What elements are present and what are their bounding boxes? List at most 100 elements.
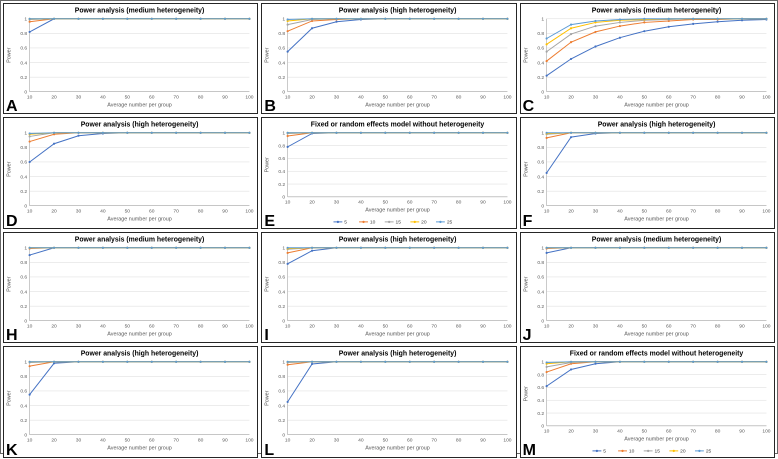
x-axis-label: Average number per group — [107, 217, 172, 223]
panel-M: 0 0.2 0.4 0.6 0.8 1 10 20 30 40 50 60 70 80 90 100 Fixed… — [519, 346, 775, 458]
series-25-marker — [248, 17, 251, 20]
x-tick-label: 60 — [149, 323, 155, 329]
series-10-marker — [569, 41, 572, 44]
x-tick-label: 90 — [481, 323, 487, 329]
legend-label: 5 — [603, 449, 606, 455]
legend-label: 25 — [447, 220, 453, 226]
x-tick-label: 100 — [762, 323, 770, 329]
x-tick-label: 80 — [198, 323, 204, 329]
y-tick-label: 0.8 — [537, 373, 544, 379]
y-tick-label: 0.6 — [537, 385, 544, 391]
y-tick-label: 1 — [283, 360, 286, 366]
x-tick-label: 70 — [173, 95, 179, 101]
chart-canvas-A: 0 0.2 0.4 0.6 0.8 1 10 20 30 40 50 60 70 80 90 100 Power… — [6, 7, 253, 109]
series-25-marker — [335, 132, 338, 135]
y-axis-label: Power — [523, 162, 529, 178]
panel-E: 0 0.2 0.4 0.6 0.8 1 10 20 30 40 50 60 70 80 90 100 Fixed… — [261, 117, 517, 230]
series-10-marker — [286, 30, 290, 33]
x-tick-label: 50 — [125, 438, 131, 444]
series-25-marker — [126, 246, 129, 249]
series-25-marker — [457, 360, 461, 364]
y-tick-label: 0.8 — [537, 31, 544, 37]
legend-label: 20 — [422, 220, 428, 226]
chart-canvas-K: 0 0.2 0.4 0.6 0.8 1 10 20 30 40 50 60 70 80 90 100 Power… — [6, 351, 253, 452]
series-25-marker — [740, 246, 743, 249]
x-tick-label: 50 — [125, 95, 131, 101]
series-25-marker — [740, 17, 743, 20]
y-tick-label: 0.2 — [20, 304, 27, 310]
series-25-marker — [482, 132, 485, 135]
series-25-marker — [360, 246, 363, 249]
y-tick-label: 0.4 — [20, 175, 27, 181]
y-tick-label: 1 — [24, 245, 27, 251]
series-10-marker — [545, 137, 548, 140]
panel-K: 0 0.2 0.4 0.6 0.8 1 10 20 30 40 50 60 70 80 90 100 Power… — [3, 346, 259, 458]
x-axis-label: Average number per group — [107, 103, 172, 109]
y-axis-label: Power — [265, 47, 271, 63]
chart-title: Fixed or random effects model without he… — [569, 351, 743, 358]
chart-title: Power analysis (high heterogeneity) — [597, 122, 715, 129]
y-tick-label: 0.2 — [279, 418, 286, 424]
series-25-marker — [642, 132, 646, 135]
panel-letter-E: E — [264, 212, 275, 230]
series-25-marker — [77, 132, 80, 135]
series-5-marker — [716, 20, 719, 23]
x-tick-label: 80 — [198, 95, 204, 101]
series-25-marker — [150, 246, 153, 249]
legend-item-10: 10 — [359, 220, 376, 226]
x-tick-label: 30 — [334, 323, 340, 329]
series-25-marker — [506, 246, 509, 249]
x-tick-label: 90 — [222, 95, 228, 101]
series-25-marker — [765, 132, 768, 135]
y-tick-label: 1 — [283, 17, 286, 23]
series-5-marker — [28, 253, 31, 256]
panel-letter-B: B — [264, 98, 276, 116]
series-10-line — [287, 18, 508, 32]
series-25-marker — [175, 17, 178, 20]
x-tick-label: 70 — [173, 209, 179, 215]
series-25-marker — [360, 132, 363, 135]
x-tick-label: 20 — [51, 323, 57, 329]
y-tick-label: 1 — [541, 131, 544, 137]
x-tick-label: 60 — [149, 438, 155, 444]
y-axis-label: Power — [265, 276, 271, 292]
series-25-marker — [667, 17, 670, 20]
y-tick-label: 0 — [24, 204, 27, 210]
x-tick-label: 40 — [358, 323, 364, 329]
y-tick-label: 0.8 — [279, 374, 286, 380]
series-25-marker — [408, 132, 412, 135]
series-25-marker — [594, 132, 597, 135]
y-tick-label: 0.2 — [20, 418, 27, 424]
x-tick-label: 90 — [481, 200, 487, 206]
series-25-marker — [408, 17, 412, 20]
x-tick-label: 20 — [51, 209, 57, 215]
panel-F: 0 0.2 0.4 0.6 0.8 1 10 20 30 40 50 60 70 80 90 100 Power… — [519, 117, 775, 229]
legend-label: 10 — [370, 220, 376, 226]
series-25-marker — [569, 23, 572, 26]
legend-item-20: 20 — [669, 449, 686, 455]
x-tick-label: 10 — [27, 209, 33, 215]
series-25-marker — [569, 132, 572, 135]
series-25-marker — [482, 360, 485, 364]
series-25-marker — [545, 246, 548, 249]
x-tick-label: 40 — [617, 429, 623, 435]
x-tick-label: 20 — [310, 200, 316, 206]
x-tick-label: 20 — [51, 438, 57, 444]
x-tick-label: 30 — [76, 95, 82, 101]
x-tick-label: 60 — [666, 95, 672, 101]
x-tick-label: 30 — [334, 438, 340, 444]
x-tick-label: 30 — [592, 209, 598, 215]
series-25-marker — [765, 17, 768, 20]
y-tick-label: 0.8 — [537, 260, 544, 266]
series-25-marker — [52, 360, 56, 364]
y-tick-label: 1 — [283, 245, 286, 251]
x-tick-label: 30 — [76, 438, 82, 444]
panel-letter-C: C — [522, 98, 535, 116]
y-axis-label: Power — [6, 162, 12, 178]
y-tick-label: 0 — [541, 89, 544, 95]
series-25-marker — [545, 132, 548, 135]
x-axis-label: Average number per group — [366, 103, 431, 109]
x-tick-label: 80 — [198, 209, 204, 215]
series-10-line — [546, 361, 767, 373]
x-tick-label: 60 — [407, 200, 413, 206]
